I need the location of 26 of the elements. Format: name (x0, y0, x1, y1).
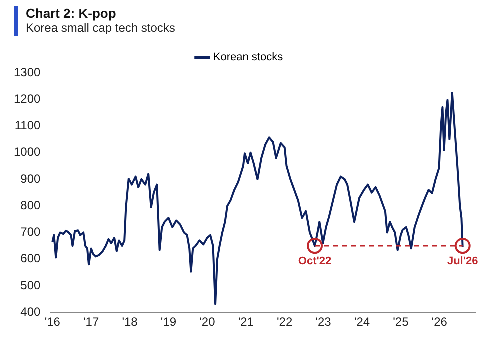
x-tick-label: '21 (238, 315, 254, 330)
y-tick-label: 400 (20, 304, 42, 319)
y-tick-label: 1200 (14, 92, 42, 106)
y-tick-label: 1100 (14, 118, 42, 133)
y-tick-label: 1300 (14, 65, 42, 80)
x-tick-label: '20 (200, 315, 216, 330)
y-tick-label: 1000 (14, 145, 42, 160)
annotation: Oct'22 (298, 256, 332, 268)
y-tick-label: 500 (20, 278, 42, 292)
y-tick-label: 700 (20, 225, 42, 240)
x-tick-label: '24 (354, 315, 370, 330)
y-tick-label: 800 (20, 198, 42, 212)
x-tick-label: '16 (44, 315, 61, 330)
x-tick-label: '26 (432, 315, 448, 330)
y-tick-label: 600 (20, 252, 42, 266)
x-tick-label: '22 (277, 315, 293, 330)
chart-subtitle: Korea small cap tech stocks (26, 21, 176, 35)
legend-label: Korean stocks (213, 52, 284, 64)
x-tick-label: '18 (122, 315, 138, 330)
x-tick-label: '19 (160, 315, 177, 330)
x-tick-label: '25 (393, 315, 410, 330)
x-tick-label: '23 (316, 315, 332, 330)
x-tick-label: '17 (84, 315, 100, 330)
y-tick-label: 900 (20, 172, 42, 186)
annotation: Jul'26 (447, 256, 478, 268)
chart-title: Chart 2: K-pop (26, 6, 118, 21)
